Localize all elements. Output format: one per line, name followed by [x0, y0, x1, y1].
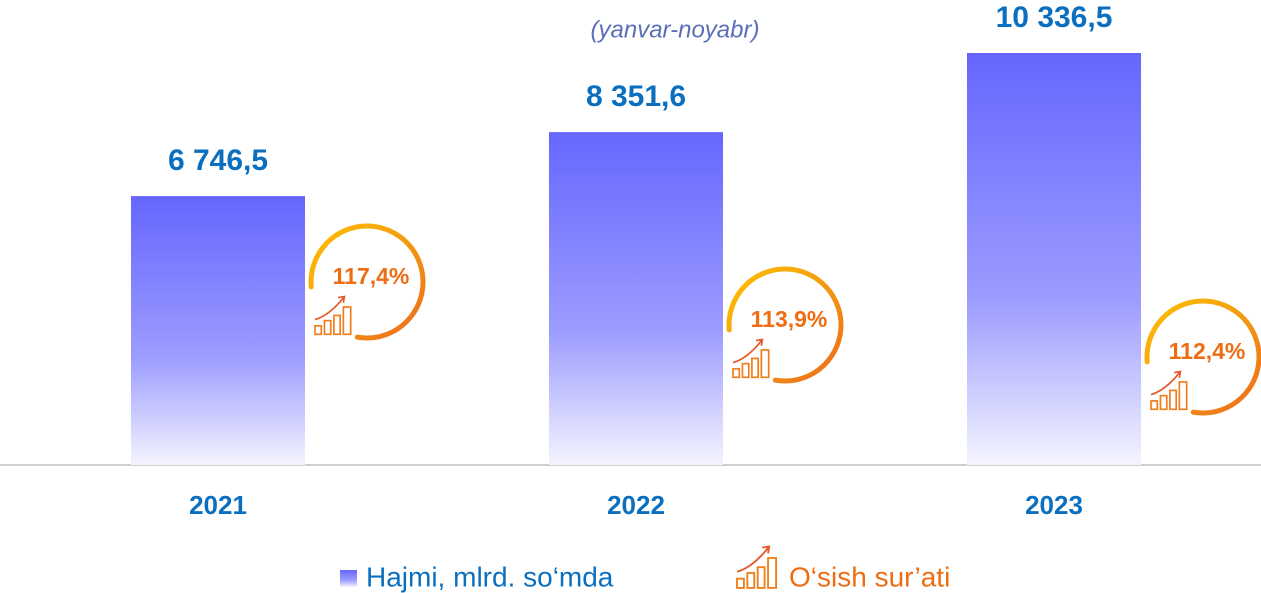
- growth-label: 117,4%: [333, 263, 410, 289]
- icon-bar: [746, 572, 756, 589]
- growth-label: 113,9%: [751, 306, 828, 332]
- x-tick-label: 2022: [607, 490, 665, 520]
- icon-arrow: [736, 545, 771, 573]
- growth-icon: [1150, 370, 1188, 411]
- growth-ring: [726, 266, 844, 384]
- legend-swatch: [340, 570, 357, 587]
- icon-bar: [323, 319, 332, 336]
- value-label: 10 336,5: [996, 1, 1113, 34]
- bar: [131, 196, 305, 465]
- growth-icon: [732, 338, 770, 379]
- growth-badge: 113,9%: [726, 266, 844, 384]
- icon-arrow: [314, 295, 346, 321]
- x-tick-label: 2021: [189, 490, 247, 520]
- icon-bar: [314, 325, 323, 336]
- chart-subtitle: (yanvar-noyabr): [591, 16, 760, 43]
- icon-bar: [1178, 381, 1188, 411]
- icon-bar: [756, 566, 766, 589]
- icon-bar: [1159, 394, 1168, 411]
- growth-ring: [308, 223, 426, 341]
- growth-badge: 117,4%: [308, 223, 426, 341]
- value-label: 6 746,5: [168, 144, 268, 177]
- icon-bar: [767, 557, 778, 589]
- x-tick-label: 2023: [1025, 490, 1083, 520]
- icon-bar: [732, 368, 741, 379]
- icon-bar: [1169, 389, 1178, 411]
- icon-bar: [760, 349, 770, 379]
- bar: [549, 132, 723, 465]
- value-label: 8 351,6: [586, 80, 686, 113]
- icon-bar: [741, 362, 750, 379]
- growth-label: 112,4%: [1169, 338, 1246, 364]
- growth-icon: [736, 545, 778, 589]
- icon-bar: [342, 306, 352, 336]
- growth-icon: [314, 295, 352, 336]
- legend-label: O‘sish sur’ati: [789, 561, 950, 592]
- icon-arrow: [732, 338, 764, 364]
- icon-bar: [751, 357, 760, 379]
- icon-arrow: [1150, 370, 1182, 396]
- legend-label: Hajmi, mlrd. so‘mda: [366, 561, 614, 592]
- icon-bar: [333, 314, 342, 336]
- bar: [967, 53, 1141, 465]
- growth-ring: [1144, 298, 1261, 416]
- icon-bar: [1150, 400, 1159, 411]
- growth-badge: 112,4%: [1144, 298, 1261, 416]
- icon-bar: [736, 577, 745, 589]
